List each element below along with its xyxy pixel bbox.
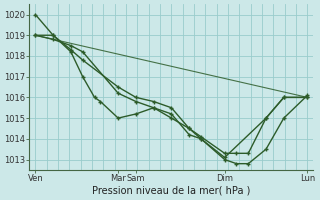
X-axis label: Pression niveau de la mer( hPa ): Pression niveau de la mer( hPa ): [92, 186, 251, 196]
